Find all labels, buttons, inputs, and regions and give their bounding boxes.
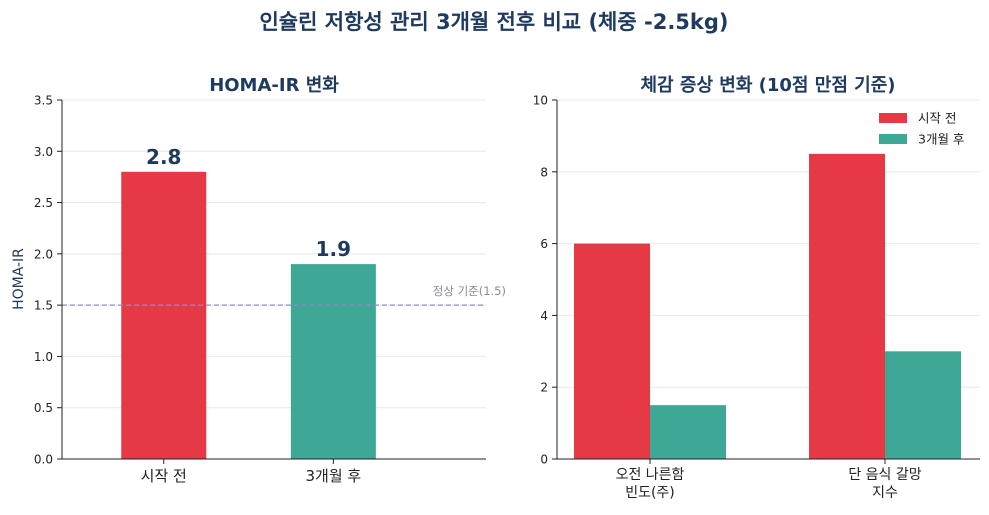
bar bbox=[574, 243, 650, 459]
y-tick-label: 0.5 bbox=[34, 401, 53, 415]
y-tick-label: 0.0 bbox=[34, 453, 53, 467]
x-tick-label: 3개월 후 bbox=[306, 467, 362, 485]
y-tick-label: 10 bbox=[533, 94, 548, 108]
bar-value-label: 2.8 bbox=[146, 145, 181, 169]
y-tick-label: 4 bbox=[540, 309, 548, 323]
x-tick-label: 지수 bbox=[872, 485, 898, 501]
legend: 시작 전 3개월 후 bbox=[879, 111, 964, 147]
y-axis-label: HOMA-IR bbox=[11, 248, 27, 310]
x-tick-label: 빈도(주) bbox=[625, 485, 675, 501]
y-tick-label: 8 bbox=[540, 165, 548, 179]
bar bbox=[121, 171, 207, 460]
bar bbox=[809, 153, 885, 459]
y-tick-label: 6 bbox=[540, 237, 548, 251]
chart-title: HOMA-IR 변화 bbox=[209, 75, 339, 96]
bar bbox=[650, 405, 726, 459]
y-tick-label: 3.5 bbox=[34, 94, 53, 108]
y-tick-label: 0 bbox=[540, 453, 548, 467]
y-tick-label: 3.0 bbox=[34, 145, 53, 159]
legend-swatch bbox=[879, 113, 907, 123]
legend-label: 3개월 후 bbox=[918, 132, 964, 147]
legend-label: 시작 전 bbox=[918, 111, 956, 126]
y-tick-label: 1.5 bbox=[34, 299, 53, 313]
bar-value-label: 1.9 bbox=[316, 237, 351, 261]
chart-homa-ir: HOMA-IR 변화 HOMA-IR 0.0 0.5 1.0 1.5 2.0 2.5 3.0… bbox=[11, 75, 506, 485]
y-tick-label: 2.5 bbox=[34, 196, 53, 210]
y-tick-label: 2 bbox=[540, 381, 548, 395]
figure-title: 인슐린 저항성 관리 3개월 전후 비교 (체중 -2.5kg) bbox=[259, 10, 728, 34]
y-tick-label: 2.0 bbox=[34, 247, 53, 261]
y-tick-label: 1.0 bbox=[34, 350, 53, 364]
bar bbox=[885, 351, 961, 459]
reference-line-label: 정상 기준(1.5) bbox=[433, 284, 506, 298]
chart-title: 체감 증상 변화 (10점 만점 기준) bbox=[641, 75, 896, 96]
bar bbox=[290, 264, 376, 459]
legend-swatch bbox=[879, 134, 907, 144]
x-tick-label: 오전 나른함 bbox=[616, 467, 685, 483]
x-tick-label: 시작 전 bbox=[141, 467, 187, 485]
x-tick-label: 단 음식 갈망 bbox=[848, 467, 921, 483]
